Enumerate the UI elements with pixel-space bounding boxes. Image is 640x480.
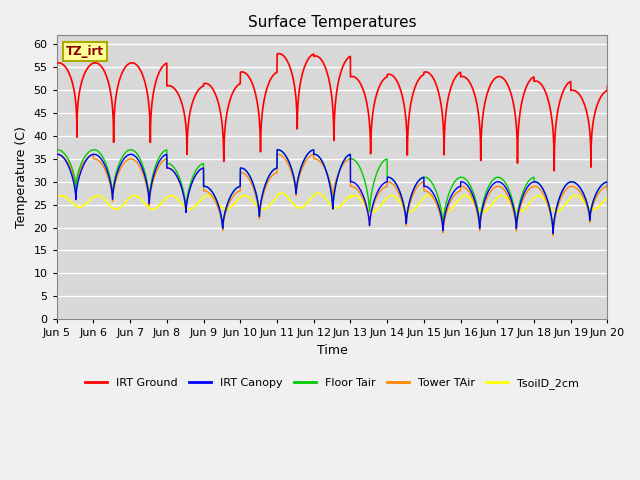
IRT Ground bbox=[260, 96, 268, 102]
Y-axis label: Temperature (C): Temperature (C) bbox=[15, 126, 28, 228]
Tower TAir bbox=[260, 188, 268, 194]
Tower TAir bbox=[300, 162, 307, 168]
TsoilD_2cm bbox=[260, 206, 268, 212]
IRT Ground bbox=[53, 60, 61, 66]
IRT Ground bbox=[604, 83, 611, 89]
IRT Ground bbox=[180, 112, 188, 118]
IRT Canopy bbox=[180, 197, 188, 203]
IRT Canopy bbox=[53, 152, 61, 157]
Tower TAir bbox=[181, 198, 189, 204]
Line: IRT Ground: IRT Ground bbox=[57, 54, 607, 171]
IRT Ground bbox=[275, 51, 283, 57]
Floor Tair bbox=[184, 192, 191, 198]
IRT Ground bbox=[184, 132, 191, 138]
Floor Tair bbox=[604, 179, 611, 185]
Text: TZ_irt: TZ_irt bbox=[66, 45, 104, 58]
TsoilD_2cm bbox=[600, 199, 607, 204]
Floor Tair bbox=[54, 147, 61, 153]
IRT Ground bbox=[600, 91, 607, 96]
TsoilD_2cm bbox=[53, 194, 61, 200]
IRT Ground bbox=[186, 108, 194, 114]
IRT Canopy bbox=[300, 158, 307, 164]
TsoilD_2cm bbox=[553, 209, 561, 215]
TsoilD_2cm bbox=[180, 204, 188, 210]
TsoilD_2cm bbox=[300, 204, 307, 209]
TsoilD_2cm bbox=[604, 194, 611, 200]
Line: TsoilD_2cm: TsoilD_2cm bbox=[57, 193, 607, 212]
Floor Tair bbox=[600, 181, 607, 187]
IRT Canopy bbox=[184, 196, 191, 202]
TsoilD_2cm bbox=[278, 191, 285, 196]
IRT Canopy bbox=[600, 181, 607, 187]
IRT Canopy bbox=[274, 147, 282, 153]
Floor Tair bbox=[181, 195, 189, 201]
Tower TAir bbox=[549, 233, 557, 239]
Tower TAir bbox=[184, 195, 191, 201]
Line: IRT Canopy: IRT Canopy bbox=[57, 150, 607, 233]
X-axis label: Time: Time bbox=[317, 344, 348, 357]
Floor Tair bbox=[300, 158, 307, 164]
Floor Tair bbox=[53, 147, 61, 153]
Title: Surface Temperatures: Surface Temperatures bbox=[248, 15, 417, 30]
Line: Tower TAir: Tower TAir bbox=[57, 154, 607, 236]
IRT Canopy bbox=[549, 230, 557, 236]
Floor Tair bbox=[187, 180, 195, 186]
Floor Tair bbox=[260, 185, 268, 191]
IRT Ground bbox=[550, 168, 558, 174]
Tower TAir bbox=[53, 152, 61, 157]
IRT Canopy bbox=[260, 185, 268, 191]
IRT Canopy bbox=[604, 183, 611, 189]
IRT Ground bbox=[300, 67, 307, 72]
TsoilD_2cm bbox=[186, 206, 194, 212]
Line: Floor Tair: Floor Tair bbox=[57, 150, 607, 233]
Tower TAir bbox=[187, 184, 195, 190]
IRT Canopy bbox=[186, 185, 194, 191]
Tower TAir bbox=[604, 188, 611, 194]
Tower TAir bbox=[54, 151, 61, 157]
Floor Tair bbox=[549, 230, 557, 236]
TsoilD_2cm bbox=[184, 206, 191, 212]
Tower TAir bbox=[600, 185, 607, 191]
Legend: IRT Ground, IRT Canopy, Floor Tair, Tower TAir, TsoilD_2cm: IRT Ground, IRT Canopy, Floor Tair, Towe… bbox=[81, 373, 584, 393]
